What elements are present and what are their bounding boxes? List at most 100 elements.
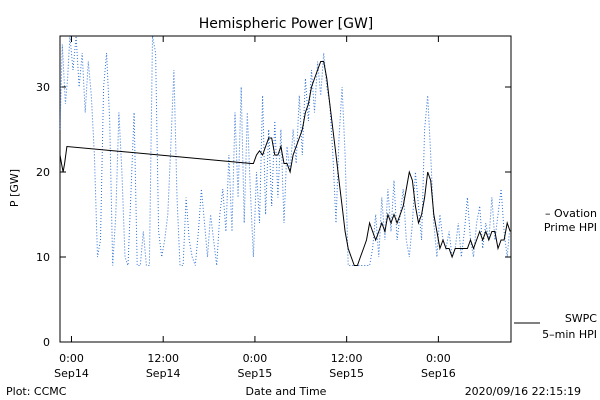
data-point	[67, 78, 69, 80]
data-point	[253, 163, 255, 165]
data-point	[427, 171, 429, 173]
data-point	[323, 61, 325, 63]
data-point	[185, 197, 187, 199]
data-point	[470, 239, 472, 241]
data-point	[427, 95, 429, 97]
data-point	[335, 222, 337, 224]
footer-timestamp: 2020/09/16 22:15:19	[465, 385, 581, 398]
data-point	[464, 231, 466, 233]
data-point	[430, 180, 432, 182]
data-point	[421, 239, 423, 241]
x-tick-label-date: Sep14	[146, 367, 181, 380]
data-point	[265, 214, 267, 216]
x-tick-label-time: 0:00	[59, 352, 84, 365]
data-point	[109, 120, 111, 122]
data-point	[406, 239, 408, 241]
data-point	[396, 239, 398, 241]
data-point	[136, 265, 138, 267]
data-point	[265, 146, 267, 148]
data-point	[363, 248, 365, 250]
x-tick-label-date: Sep16	[421, 367, 456, 380]
data-point	[155, 52, 157, 54]
data-point	[201, 188, 203, 190]
data-point	[360, 256, 362, 258]
series-group	[59, 35, 511, 266]
data-point	[412, 222, 414, 224]
chart-title: Hemispheric Power [GW]	[199, 16, 374, 32]
data-point	[149, 265, 151, 267]
data-point	[384, 239, 386, 241]
data-point	[311, 86, 313, 88]
data-point	[268, 129, 270, 131]
data-point	[311, 69, 313, 71]
data-point	[292, 129, 294, 131]
data-point	[72, 69, 74, 71]
data-point	[277, 197, 279, 199]
data-point	[256, 171, 258, 173]
data-point	[133, 112, 135, 114]
data-point	[161, 256, 163, 258]
data-point	[289, 171, 291, 173]
data-point	[143, 231, 145, 233]
data-point	[448, 231, 450, 233]
y-tick-label: 10	[36, 251, 50, 264]
data-point	[64, 163, 66, 165]
y-axis-label: P [GW]	[8, 169, 21, 207]
data-point	[442, 239, 444, 241]
data-point	[317, 61, 319, 63]
data-point	[497, 214, 499, 216]
data-point	[326, 78, 328, 80]
series-swpc	[59, 61, 511, 267]
data-point	[448, 248, 450, 250]
data-point	[366, 239, 368, 241]
data-point	[280, 146, 282, 148]
data-point	[62, 44, 64, 46]
data-point	[402, 188, 404, 190]
x-tick-label-time: 0:00	[426, 352, 451, 365]
data-point	[402, 205, 404, 207]
data-point	[473, 256, 475, 258]
data-point	[280, 129, 282, 131]
data-point	[350, 256, 352, 258]
data-point	[347, 248, 349, 250]
data-point	[381, 222, 383, 224]
data-point	[424, 197, 426, 199]
data-point	[357, 265, 359, 267]
data-point	[436, 256, 438, 258]
data-point	[384, 231, 386, 233]
data-point	[91, 95, 93, 97]
data-point	[88, 61, 90, 63]
data-point	[112, 265, 114, 267]
data-point	[375, 214, 377, 216]
data-point	[335, 154, 337, 156]
data-point	[262, 95, 264, 97]
data-point	[182, 265, 184, 267]
data-point	[415, 205, 417, 207]
data-point	[341, 86, 343, 88]
y-tick-label: 0	[43, 336, 50, 349]
data-point	[118, 112, 120, 114]
legend-entry-line1: SWPC	[565, 312, 597, 325]
data-point	[378, 231, 380, 233]
data-point	[506, 222, 508, 224]
data-point	[439, 248, 441, 250]
legend-entry-line2: 5–min HPI	[542, 328, 597, 341]
data-point	[106, 52, 108, 54]
data-point	[302, 154, 304, 156]
data-point	[299, 137, 301, 139]
data-point	[347, 265, 349, 267]
y-tick-label: 30	[36, 81, 50, 94]
y-tick-label: 20	[36, 166, 50, 179]
data-point	[305, 112, 307, 114]
data-point	[396, 222, 398, 224]
data-point	[170, 146, 172, 148]
data-point	[259, 222, 261, 224]
x-tick-label-date: Sep15	[329, 367, 364, 380]
data-point	[467, 197, 469, 199]
data-point	[494, 239, 496, 241]
data-point	[412, 180, 414, 182]
data-point	[390, 231, 392, 233]
data-point	[237, 197, 239, 199]
ovation-line	[59, 35, 510, 266]
data-point	[295, 163, 297, 165]
